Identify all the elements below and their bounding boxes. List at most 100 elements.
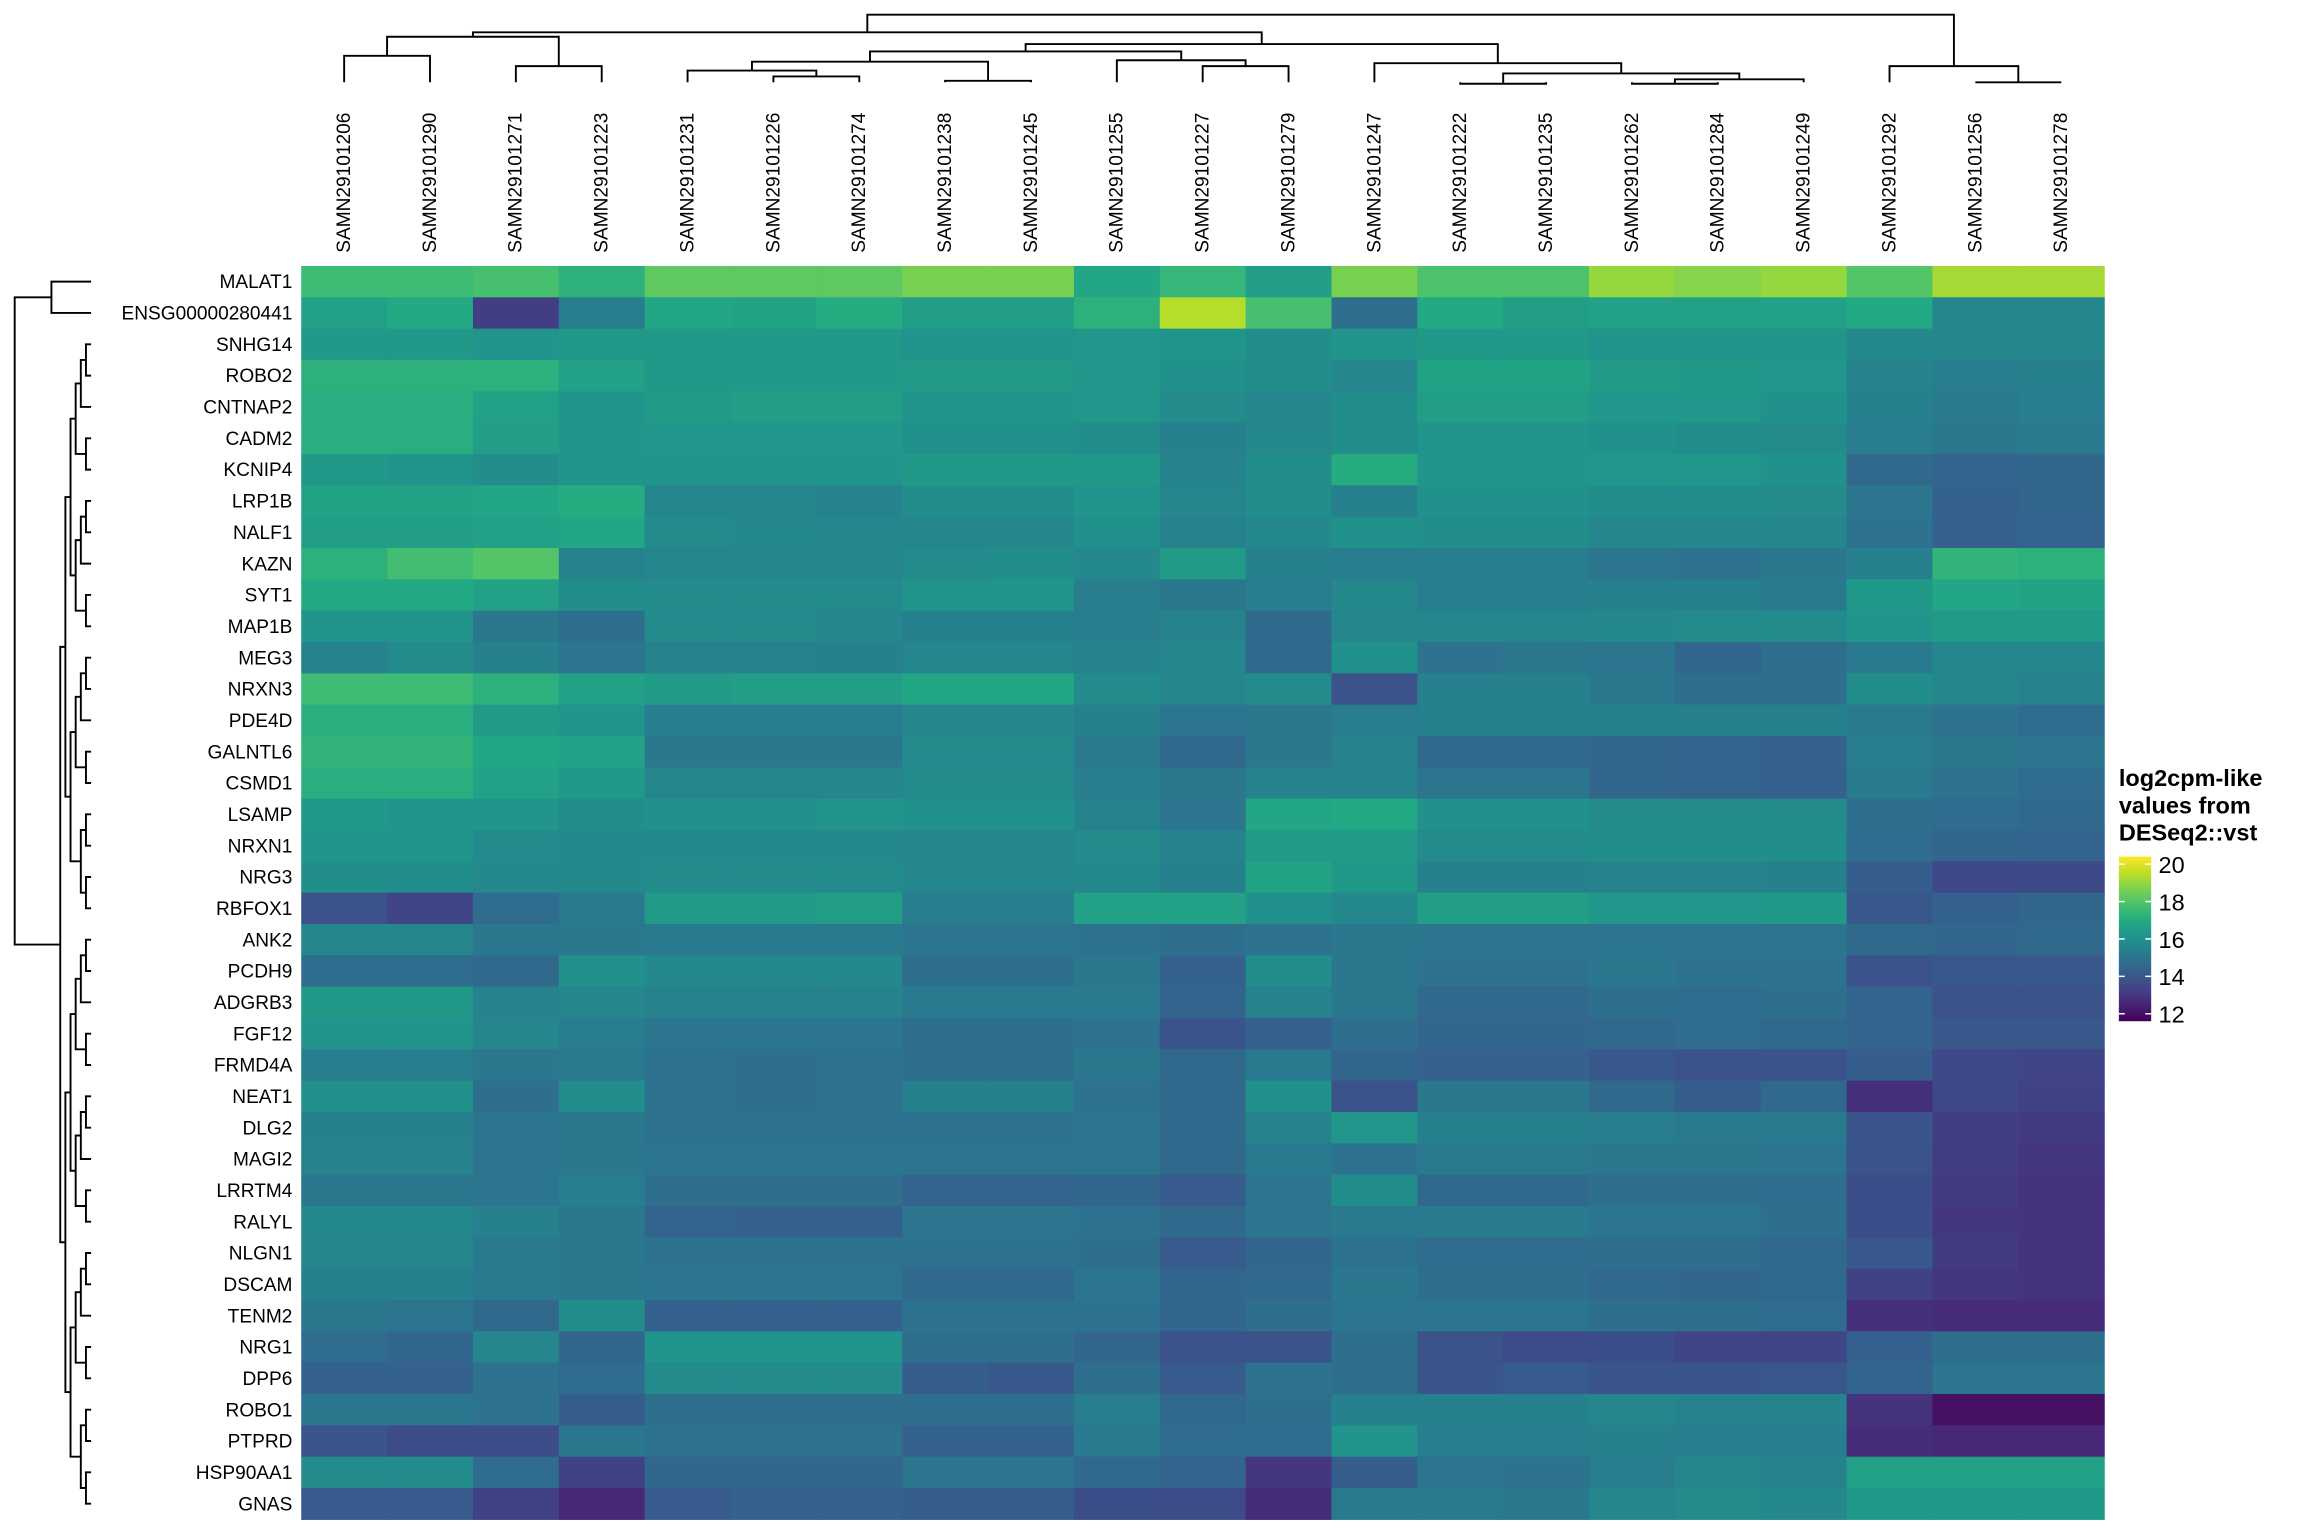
heatmap-cell (1674, 265, 1762, 298)
row-label: KCNIP4 (223, 460, 292, 481)
heatmap-cell (472, 735, 560, 768)
row-dendrogram (79, 359, 92, 408)
heatmap-cell (472, 422, 560, 455)
heatmap-cell (902, 955, 989, 988)
heatmap-cell (1417, 1143, 1504, 1176)
heatmap-cell (472, 829, 560, 862)
heatmap-cell (1932, 359, 2019, 392)
heatmap-cell (1245, 1300, 1333, 1332)
heatmap-cell (902, 1174, 989, 1207)
heatmap-cell (301, 610, 388, 643)
heatmap-cell (988, 735, 1075, 768)
heatmap-cell (1503, 359, 1590, 392)
heatmap-cell (387, 1425, 474, 1458)
heatmap-cells (301, 265, 2105, 1520)
heatmap-cell (387, 1111, 474, 1144)
heatmap-cell (1674, 673, 1762, 706)
row-label: LSAMP (228, 805, 293, 826)
heatmap-cell (1503, 610, 1590, 643)
heatmap-cell (730, 265, 817, 298)
heatmap-cell (816, 1237, 903, 1270)
heatmap-cell (387, 1268, 474, 1301)
heatmap-cell (1932, 1268, 2019, 1301)
row-label: ANK2 (243, 930, 293, 951)
heatmap-cell (902, 1488, 989, 1520)
column-label: SAMN29101278 (2051, 113, 2072, 253)
heatmap-cell (2018, 955, 2105, 988)
heatmap-cell (1760, 704, 1848, 737)
heatmap-cell (1760, 1049, 1848, 1082)
heatmap-cell (2018, 1049, 2105, 1082)
heatmap-cell (387, 579, 474, 612)
heatmap-cell (558, 391, 646, 424)
row-dendrogram (85, 1032, 92, 1066)
heatmap-cell (1245, 485, 1333, 518)
heatmap-cell (1846, 1268, 1934, 1301)
heatmap-cell (1417, 1394, 1504, 1426)
heatmap-cell (1846, 610, 1934, 643)
heatmap-cell (558, 861, 646, 894)
row-dendrogram (85, 656, 92, 690)
heatmap-cell (1073, 1111, 1161, 1144)
heatmap-cell (1159, 923, 1247, 956)
heatmap-cell (730, 579, 817, 612)
heatmap-cell (2018, 359, 2105, 392)
heatmap-cell (1245, 704, 1333, 737)
heatmap-cell (1503, 1080, 1590, 1113)
row-label: ADGRB3 (214, 993, 293, 1014)
heatmap-cell (1417, 892, 1504, 925)
heatmap-cell (1760, 1143, 1848, 1176)
row-label: GALNTL6 (208, 742, 293, 763)
heatmap-cell (1674, 1143, 1762, 1176)
heatmap-cell (1846, 265, 1934, 298)
heatmap-cell (1159, 485, 1247, 518)
heatmap-cell (988, 1425, 1075, 1458)
heatmap-cell (301, 1300, 388, 1332)
heatmap-cell (1159, 1300, 1247, 1332)
heatmap-cell (1331, 1206, 1418, 1238)
heatmap-cell (902, 516, 989, 549)
heatmap-cell (816, 1362, 903, 1395)
heatmap-cell (902, 422, 989, 455)
heatmap-cell (1159, 1017, 1247, 1050)
heatmap-cell (1674, 485, 1762, 518)
heatmap-cell (387, 1488, 474, 1520)
heatmap-cell (1589, 1111, 1676, 1144)
heatmap-cell (816, 1111, 903, 1144)
heatmap-cell (472, 1017, 560, 1050)
heatmap-cell (644, 1206, 732, 1238)
heatmap-cell (1589, 955, 1676, 988)
heatmap-cell (1073, 1049, 1161, 1082)
heatmap-cell (1503, 704, 1590, 737)
heatmap-cell (1331, 1394, 1418, 1426)
heatmap-cell (1159, 1425, 1247, 1458)
heatmap-cell (1245, 986, 1333, 1019)
heatmap-cell (1932, 829, 2019, 862)
heatmap-cell (2018, 673, 2105, 706)
heatmap-cell (472, 892, 560, 925)
heatmap-cell (1674, 1174, 1762, 1207)
heatmap-cell (1073, 422, 1161, 455)
heatmap-cell (644, 986, 732, 1019)
column-label: SAMN29101235 (1536, 113, 1557, 253)
colorbar-tick-label: 20 (2159, 852, 2185, 878)
heatmap-cell (558, 829, 646, 862)
heatmap-cell (1331, 422, 1418, 455)
heatmap-cell (1760, 1237, 1848, 1270)
heatmap-cell (730, 767, 817, 800)
heatmap-cell (1846, 986, 1934, 1019)
heatmap-cell (558, 798, 646, 831)
heatmap-cell (816, 1300, 903, 1332)
heatmap-cell (816, 391, 903, 424)
heatmap-cell (816, 1268, 903, 1301)
heatmap-cell (1760, 923, 1848, 956)
heatmap-cell (387, 798, 474, 831)
heatmap-cell (472, 391, 560, 424)
heatmap-cell (730, 1080, 817, 1113)
heatmap-cell (1760, 1111, 1848, 1144)
heatmap-cell (644, 1456, 732, 1489)
heatmap-cell (1503, 767, 1590, 800)
heatmap-cell (1503, 1174, 1590, 1207)
heatmap-cell (1589, 673, 1676, 706)
column-label: SAMN29101247 (1364, 113, 1385, 253)
